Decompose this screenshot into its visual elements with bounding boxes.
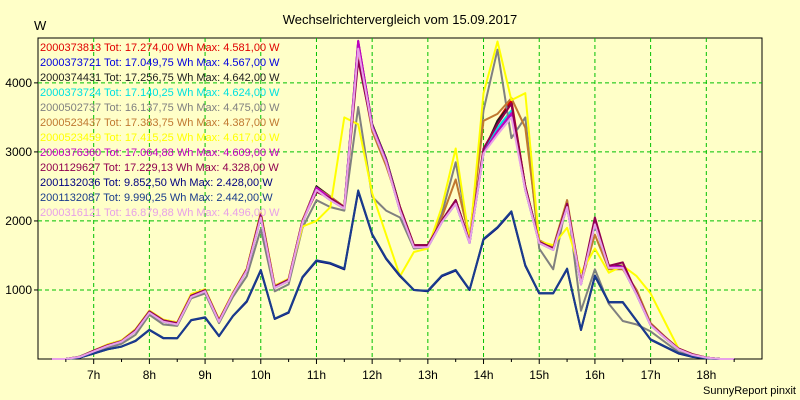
legend: 2000373813 Tot: 17.274,00 Wh Max: 4.581,… — [40, 42, 280, 219]
series-line-12 — [51, 47, 735, 360]
x-tick-label: 16h — [585, 368, 605, 382]
legend-entry-6: 2000523437 Tot: 17.383,75 Wh Max: 4.387,… — [40, 117, 280, 129]
y-tick-label: 3000 — [5, 145, 32, 159]
legend-entry-7: 2000523459 Tot: 17.415,25 Wh Max: 4.617,… — [40, 132, 280, 144]
y-tick-label: 2000 — [5, 214, 32, 228]
x-tick-label: 10h — [251, 368, 271, 382]
footer-credit: SunnyReport pinxit — [703, 385, 796, 397]
series-lines — [51, 39, 735, 360]
x-tick-label: 15h — [529, 368, 549, 382]
y-tick-label: 4000 — [5, 76, 32, 90]
x-tick-label: 9h — [198, 368, 211, 382]
y-axis-unit-label: W — [34, 18, 47, 33]
legend-entry-10: 2001132036 Tot: 9.852,50 Wh Max: 2.428,0… — [40, 177, 273, 189]
legend-entry-12: 2000316121 Tot: 16.879,88 Wh Max: 4.496,… — [40, 207, 280, 219]
x-tick-label: 8h — [143, 368, 156, 382]
grid-lines — [38, 38, 762, 359]
legend-entry-5: 2000502737 Tot: 16.137,75 Wh Max: 4.475,… — [40, 102, 280, 114]
x-axis-ticks: 7h 8h 9h 10h 11h 12h 13h 14h 15h 16h 17h 18h — [65, 359, 735, 382]
legend-entry-2: 2000373721 Tot: 17.049,75 Wh Max: 4.567,… — [40, 57, 280, 69]
x-tick-label: 17h — [641, 368, 661, 382]
x-tick-label: 12h — [362, 368, 382, 382]
legend-entry-4: 2000373724 Tot: 17.140,25 Wh Max: 4.624,… — [40, 87, 280, 99]
legend-entry-3: 2000374431 Tot: 17.256,75 Wh Max: 4.642,… — [40, 72, 280, 84]
legend-entry-1: 2000373813 Tot: 17.274,00 Wh Max: 4.581,… — [40, 42, 280, 54]
chart-title: Wechselrichtervergleich vom 15.09.2017 — [283, 12, 518, 27]
x-tick-label: 18h — [696, 368, 716, 382]
y-axis-ticks: 1000 2000 3000 4000 — [5, 76, 38, 297]
x-tick-label: 13h — [418, 368, 438, 382]
x-tick-label: 11h — [307, 368, 326, 382]
legend-entry-11: 2001132087 Tot: 9.990,25 Wh Max: 2.442,0… — [40, 192, 273, 204]
x-tick-label: 7h — [87, 368, 100, 382]
legend-entry-8: 2000376360 Tot: 17.064,88 Wh Max: 4.609,… — [40, 147, 280, 159]
y-tick-label: 1000 — [5, 283, 32, 297]
series-line-11 — [51, 189, 735, 360]
series-line-5 — [51, 48, 735, 360]
legend-entry-9: 2001129627 Tot: 17.229,13 Wh Max: 4.328,… — [40, 162, 279, 174]
x-tick-label: 14h — [474, 368, 494, 382]
